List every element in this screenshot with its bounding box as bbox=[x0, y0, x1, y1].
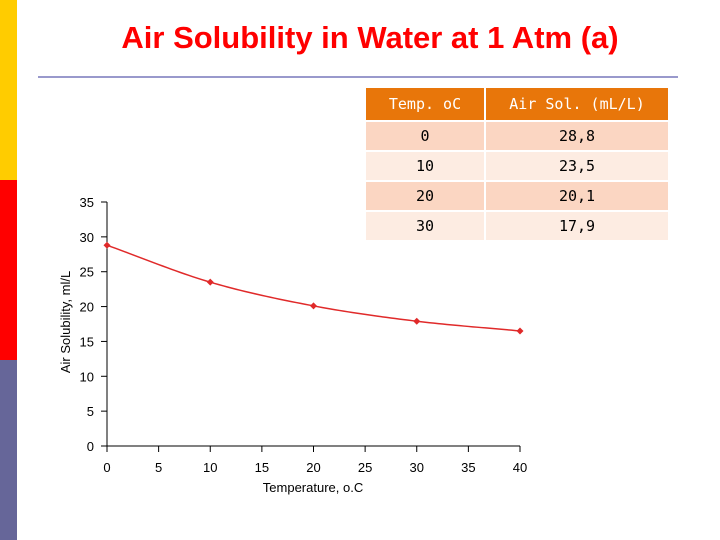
x-tick-label: 10 bbox=[203, 460, 217, 475]
table-header-temp: Temp. oC bbox=[366, 88, 486, 120]
y-tick-label: 0 bbox=[87, 439, 94, 454]
x-tick-label: 35 bbox=[461, 460, 475, 475]
data-table: Temp. oC Air Sol. (mL/L) 0 28,8 10 23,5 … bbox=[366, 88, 670, 240]
x-tick-label: 0 bbox=[103, 460, 110, 475]
y-axis-title: Air Solubility, ml/L bbox=[58, 271, 73, 373]
y-tick-label: 25 bbox=[80, 265, 94, 280]
table-cell-air-sol: 20,1 bbox=[486, 180, 670, 210]
y-tick-label: 20 bbox=[80, 300, 94, 315]
sidebar-band-red bbox=[0, 180, 17, 360]
y-tick-label: 5 bbox=[87, 404, 94, 419]
table-cell-air-sol: 23,5 bbox=[486, 150, 670, 180]
table-cell-temp: 0 bbox=[366, 120, 486, 150]
table-row: 30 17,9 bbox=[366, 210, 670, 240]
x-axis-title: Temperature, o.C bbox=[263, 480, 363, 495]
x-tick-label: 40 bbox=[513, 460, 527, 475]
series-line bbox=[106, 244, 521, 332]
x-tick-label: 25 bbox=[358, 460, 372, 475]
data-point bbox=[103, 241, 111, 249]
data-point bbox=[206, 278, 214, 286]
data-point bbox=[310, 302, 317, 310]
sidebar-band-slate bbox=[0, 360, 17, 540]
y-tick-label: 10 bbox=[80, 369, 94, 384]
table-header-row: Temp. oC Air Sol. (mL/L) bbox=[366, 88, 670, 120]
table-row: 0 28,8 bbox=[366, 120, 670, 150]
y-tick-label: 30 bbox=[80, 230, 94, 245]
x-tick-label: 20 bbox=[306, 460, 320, 475]
data-point bbox=[516, 327, 524, 335]
data-point bbox=[413, 317, 421, 325]
slide-title: Air Solubility in Water at 1 Atm (a) bbox=[121, 20, 619, 55]
title-rule bbox=[38, 76, 678, 78]
table-cell-temp: 30 bbox=[366, 210, 486, 240]
y-tick-label: 15 bbox=[80, 334, 94, 349]
table-header-air-sol: Air Sol. (mL/L) bbox=[486, 88, 670, 120]
table-row: 20 20,1 bbox=[366, 180, 670, 210]
x-tick-label: 5 bbox=[155, 460, 162, 475]
sidebar-band-yellow bbox=[0, 0, 17, 180]
y-tick-label: 35 bbox=[80, 195, 94, 210]
x-tick-label: 15 bbox=[255, 460, 269, 475]
table-cell-air-sol: 17,9 bbox=[486, 210, 670, 240]
table-cell-air-sol: 28,8 bbox=[486, 120, 670, 150]
x-tick-label: 30 bbox=[410, 460, 424, 475]
table-cell-temp: 10 bbox=[366, 150, 486, 180]
table-cell-temp: 20 bbox=[366, 180, 486, 210]
table-row: 10 23,5 bbox=[366, 150, 670, 180]
